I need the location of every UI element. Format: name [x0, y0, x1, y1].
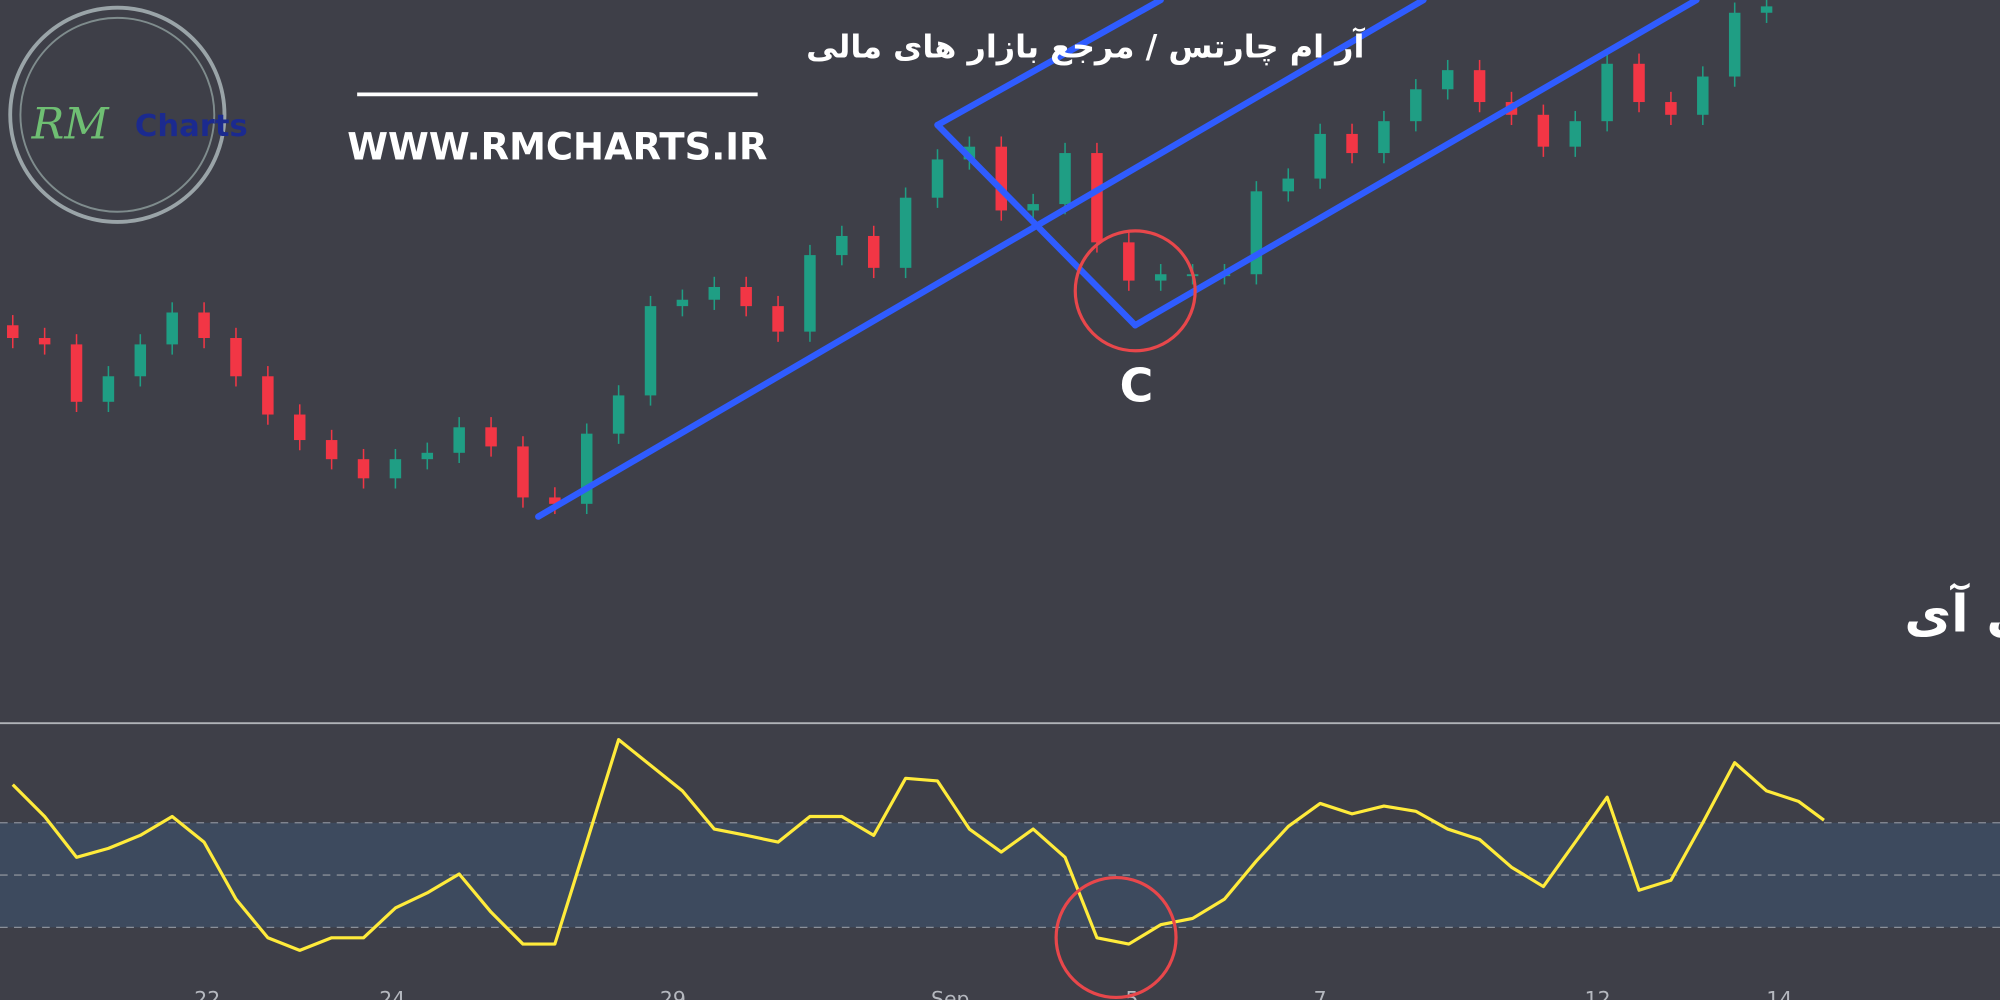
candle-body — [1250, 191, 1263, 275]
candle-body — [453, 427, 465, 453]
highlight-circle — [1054, 875, 1178, 1000]
x-tick-label: 22 — [194, 987, 220, 1000]
candle-body — [70, 344, 83, 402]
candle-body — [867, 235, 880, 268]
indicator-panel: 22 24 29 Sep 5 7 12 14 — [0, 738, 2000, 1000]
logo: RM Charts — [8, 5, 248, 224]
candle-body — [708, 286, 721, 300]
candle-body — [549, 497, 561, 504]
candle-body — [899, 197, 912, 268]
x-tick-label: 24 — [379, 987, 405, 1000]
candle-body — [198, 312, 210, 339]
candle-body — [389, 459, 402, 479]
candle-body — [1473, 70, 1486, 103]
candle-body — [676, 299, 689, 307]
candle-body — [1441, 70, 1454, 90]
candle-body — [262, 376, 274, 415]
candle-body — [580, 433, 593, 504]
x-tick-label: 7 — [1314, 987, 1327, 1000]
candle-body — [772, 306, 784, 332]
candle-body — [485, 427, 497, 447]
candle-body — [995, 146, 1008, 211]
candle-body — [7, 325, 19, 339]
candle-body — [230, 338, 242, 377]
candle-body — [517, 446, 529, 498]
candle-body — [1027, 204, 1039, 211]
candle-body — [1697, 76, 1709, 115]
candle-body — [294, 414, 306, 441]
candle-body — [644, 306, 657, 396]
point-label: C — [1120, 359, 1154, 413]
candle-body — [1059, 153, 1071, 205]
candle-body — [1760, 6, 1773, 13]
logo-script: RM — [31, 100, 111, 150]
candle-body — [804, 255, 816, 332]
candle-body — [1346, 133, 1358, 154]
candle-body — [134, 344, 147, 377]
x-tick-label: 29 — [660, 987, 686, 1000]
candle-body — [931, 159, 944, 198]
pitchfork-line — [535, 0, 1427, 520]
candle-body — [102, 376, 115, 402]
candle-body — [325, 440, 338, 460]
candle-body — [1091, 153, 1103, 243]
candle-body — [1410, 89, 1422, 122]
candle-body — [1728, 12, 1741, 77]
x-tick-label: 14 — [1766, 987, 1792, 1000]
title: چنگال اندروز و اندیکاتور سی سی آی — [1904, 581, 2000, 644]
candle-body — [612, 395, 625, 434]
brand: آر ام چارتس / مرجع بازار های مالی — [806, 26, 1365, 65]
candle-body — [1665, 102, 1677, 115]
website: WWW.RMCHARTS.IR — [347, 126, 767, 169]
logo-ring — [8, 5, 227, 224]
candle-body — [1633, 63, 1645, 103]
pitchfork-line — [934, 121, 1139, 329]
highlight-circle — [1073, 229, 1197, 353]
logo-ring — [19, 16, 216, 213]
pitchfork-line — [1132, 0, 1700, 329]
logo-text: Charts — [135, 109, 248, 144]
pitchfork — [535, 0, 1700, 520]
candle-body — [1123, 242, 1135, 281]
candle-body — [38, 338, 51, 345]
cci-line — [11, 738, 1825, 952]
candle-body — [1378, 121, 1390, 154]
candle-body — [166, 312, 178, 345]
price-panel — [7, 0, 1773, 515]
candle-body — [740, 286, 752, 307]
x-tick-label: 12 — [1585, 987, 1611, 1000]
candle-body — [1601, 63, 1613, 122]
candle-body — [1154, 274, 1167, 281]
candle-body — [1537, 114, 1550, 147]
pitchfork-line — [934, 0, 1164, 129]
candle-body — [1569, 121, 1581, 147]
candle-body — [1314, 133, 1326, 179]
candle-body — [421, 452, 434, 460]
x-tick-label: Sep — [931, 987, 969, 1000]
candle-body — [836, 235, 848, 256]
candle-body — [1282, 178, 1295, 192]
candle-body — [357, 459, 370, 479]
